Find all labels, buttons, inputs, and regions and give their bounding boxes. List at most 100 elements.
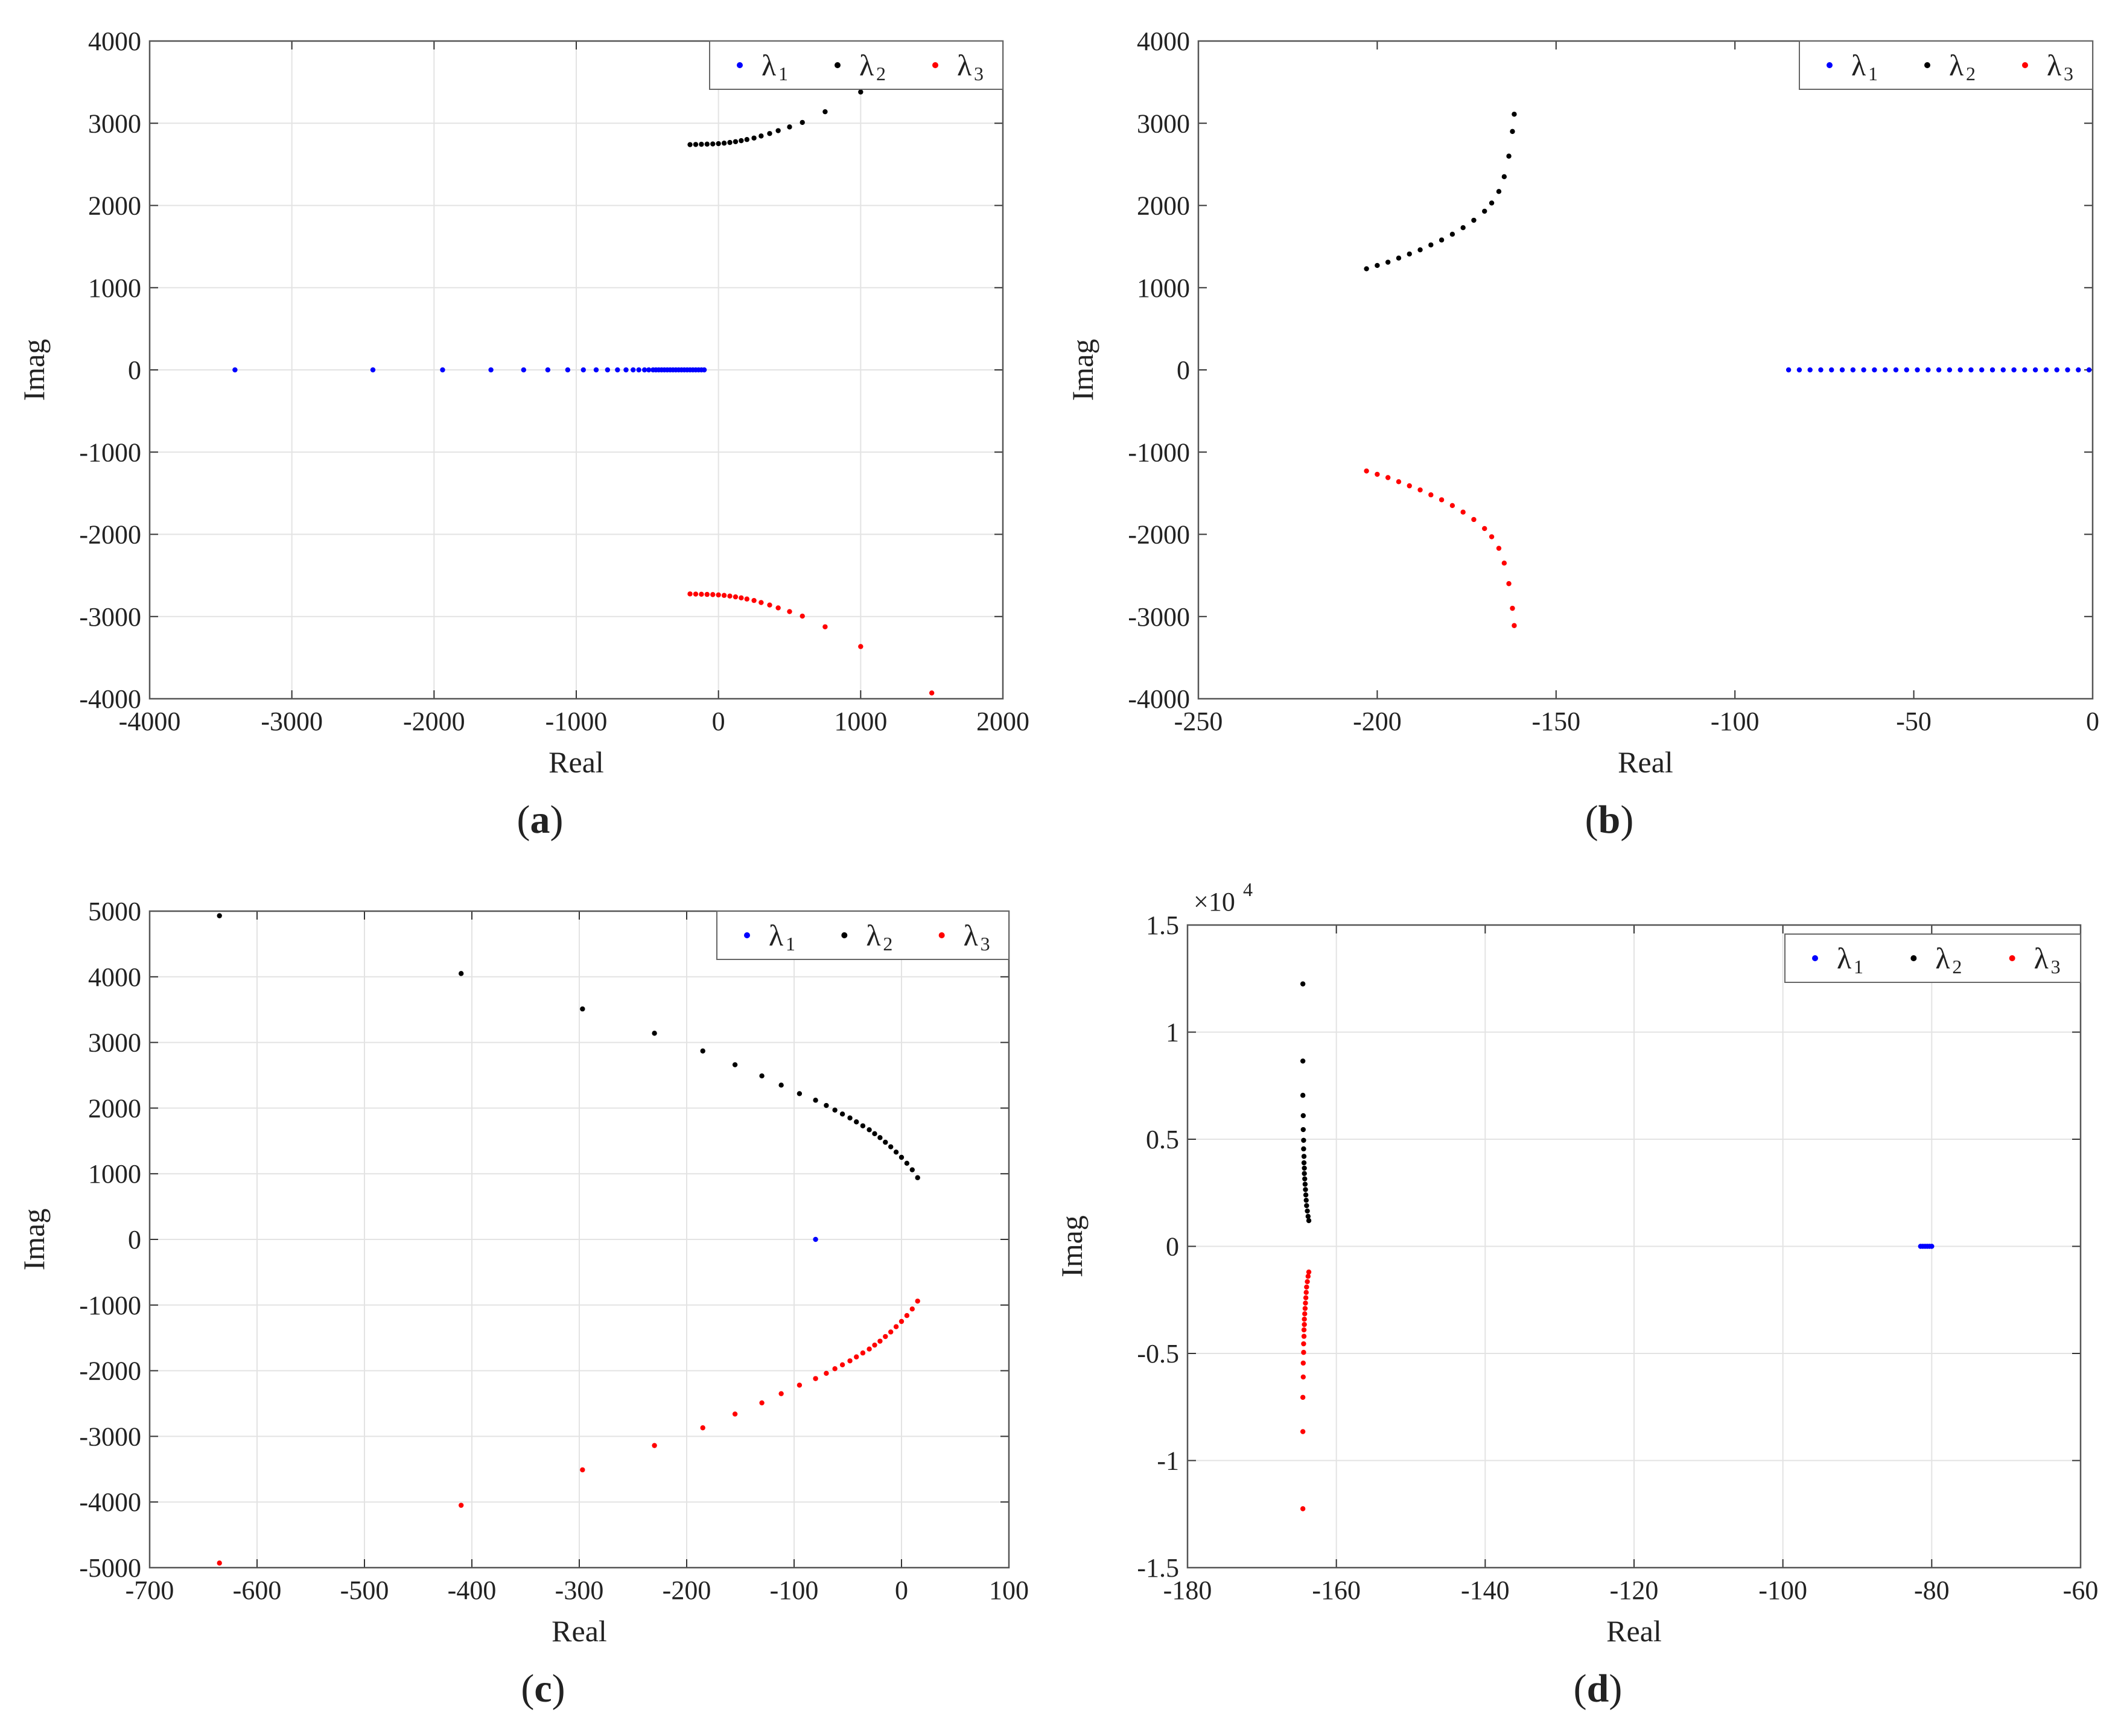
- data-point: [824, 1102, 829, 1108]
- x-axis-label: Real: [549, 745, 604, 779]
- data-point: [744, 596, 750, 602]
- data-point: [824, 1370, 829, 1376]
- data-point: [1303, 1197, 1309, 1203]
- data-point: [1300, 1360, 1306, 1366]
- y-axis-label: Imag: [17, 1209, 51, 1271]
- x-tick-label: -300: [555, 1575, 604, 1605]
- data-point: [1449, 231, 1455, 237]
- y-tick-label: 5000: [88, 897, 141, 926]
- data-point: [813, 1098, 818, 1103]
- legend-label: λ: [1837, 941, 1851, 975]
- x-tick-label: -50: [1896, 707, 1932, 736]
- data-point: [858, 89, 863, 95]
- legend-marker: [1812, 955, 1818, 961]
- data-point: [733, 594, 739, 600]
- x-tick-label: -150: [1531, 707, 1580, 736]
- plot-area: [1198, 41, 2093, 699]
- x-tick-label: -160: [1312, 1575, 1361, 1605]
- data-point: [700, 1048, 705, 1054]
- legend-label: λ: [1935, 941, 1950, 975]
- data-point: [775, 128, 781, 133]
- data-point: [1818, 367, 1824, 373]
- x-axis-label: Real: [1618, 745, 1673, 779]
- data-point: [778, 1083, 784, 1088]
- data-point: [1428, 242, 1434, 248]
- data-point: [839, 1111, 845, 1117]
- y-tick-label: 1000: [88, 273, 141, 303]
- data-point: [580, 367, 586, 373]
- series-λ1: [232, 367, 707, 373]
- data-point: [1301, 1146, 1306, 1152]
- legend-marker: [841, 932, 848, 938]
- data-point: [1471, 517, 1477, 523]
- data-point: [1300, 981, 1306, 987]
- data-point: [1512, 112, 1517, 117]
- y-tick-label: 2000: [1137, 191, 1190, 221]
- y-axis-label: Imag: [1055, 1215, 1089, 1277]
- chart-panel-b: -250 -200 -150 -100 -50 0 4000 3000 2000 1000 0 -10…: [1066, 27, 2099, 842]
- y-tick-label: 0: [128, 1225, 141, 1254]
- legend-marker: [1924, 62, 1930, 68]
- data-point: [1506, 581, 1512, 587]
- data-point: [716, 592, 721, 598]
- y-tick-label: 1: [1166, 1018, 1179, 1048]
- x-tick-label: -200: [1353, 707, 1402, 736]
- data-point: [872, 1342, 877, 1348]
- legend-label: λ: [866, 918, 880, 952]
- y-tick-label: -1000: [1128, 437, 1190, 467]
- x-tick-label: -400: [448, 1575, 497, 1605]
- x-tick-label: -100: [770, 1575, 819, 1605]
- chart-panel-c: -700 -600 -500 -400 -300 -200 -100 0 10050004000…: [17, 897, 1029, 1711]
- data-point: [217, 913, 222, 918]
- legend-subscript: 1: [1868, 63, 1878, 84]
- data-point: [1300, 1374, 1306, 1380]
- data-point: [605, 367, 611, 373]
- data-point: [1510, 605, 1515, 611]
- data-point: [615, 367, 620, 373]
- x-tick-label: -500: [340, 1575, 389, 1605]
- data-point: [904, 1160, 910, 1166]
- data-point: [883, 1139, 888, 1145]
- data-point: [1850, 367, 1856, 373]
- data-point: [813, 1236, 818, 1242]
- panel-tag: (b): [1585, 798, 1634, 842]
- data-point: [1496, 545, 1502, 551]
- x-tick-label: -180: [1163, 1575, 1212, 1605]
- x-tick-label: -120: [1610, 1575, 1659, 1605]
- data-point: [1510, 129, 1515, 135]
- data-point: [787, 609, 792, 614]
- data-point: [847, 1358, 853, 1364]
- data-point: [904, 1313, 910, 1318]
- data-point: [1501, 174, 1507, 180]
- data-point: [909, 1306, 915, 1312]
- data-point: [1417, 487, 1423, 493]
- data-point: [652, 1031, 657, 1036]
- legend-label: λ: [2034, 941, 2049, 975]
- data-point: [883, 1334, 888, 1340]
- legend-label: λ: [1851, 48, 1866, 82]
- data-point: [739, 138, 744, 144]
- data-point: [1301, 1137, 1306, 1143]
- data-point: [1407, 251, 1412, 257]
- y-tick-label: -3000: [79, 1422, 141, 1451]
- data-point: [1304, 1203, 1309, 1209]
- data-point: [1872, 367, 1877, 373]
- data-point: [1460, 509, 1466, 515]
- data-point: [1300, 1058, 1306, 1064]
- data-point: [739, 595, 744, 601]
- data-point: [733, 139, 739, 144]
- data-point: [1302, 1306, 1308, 1311]
- data-point: [1302, 1321, 1307, 1327]
- data-point: [797, 1382, 803, 1388]
- data-point: [1460, 225, 1466, 231]
- x-tick-label: 0: [712, 707, 725, 736]
- data-point: [1839, 367, 1845, 373]
- data-point: [744, 137, 750, 142]
- legend-marker: [938, 932, 945, 938]
- legend-subscript: 2: [1966, 63, 1976, 84]
- data-point: [2000, 367, 2006, 373]
- y-tick-label: 2000: [88, 1093, 141, 1123]
- data-point: [687, 591, 693, 597]
- x-tick-label: -250: [1174, 707, 1223, 736]
